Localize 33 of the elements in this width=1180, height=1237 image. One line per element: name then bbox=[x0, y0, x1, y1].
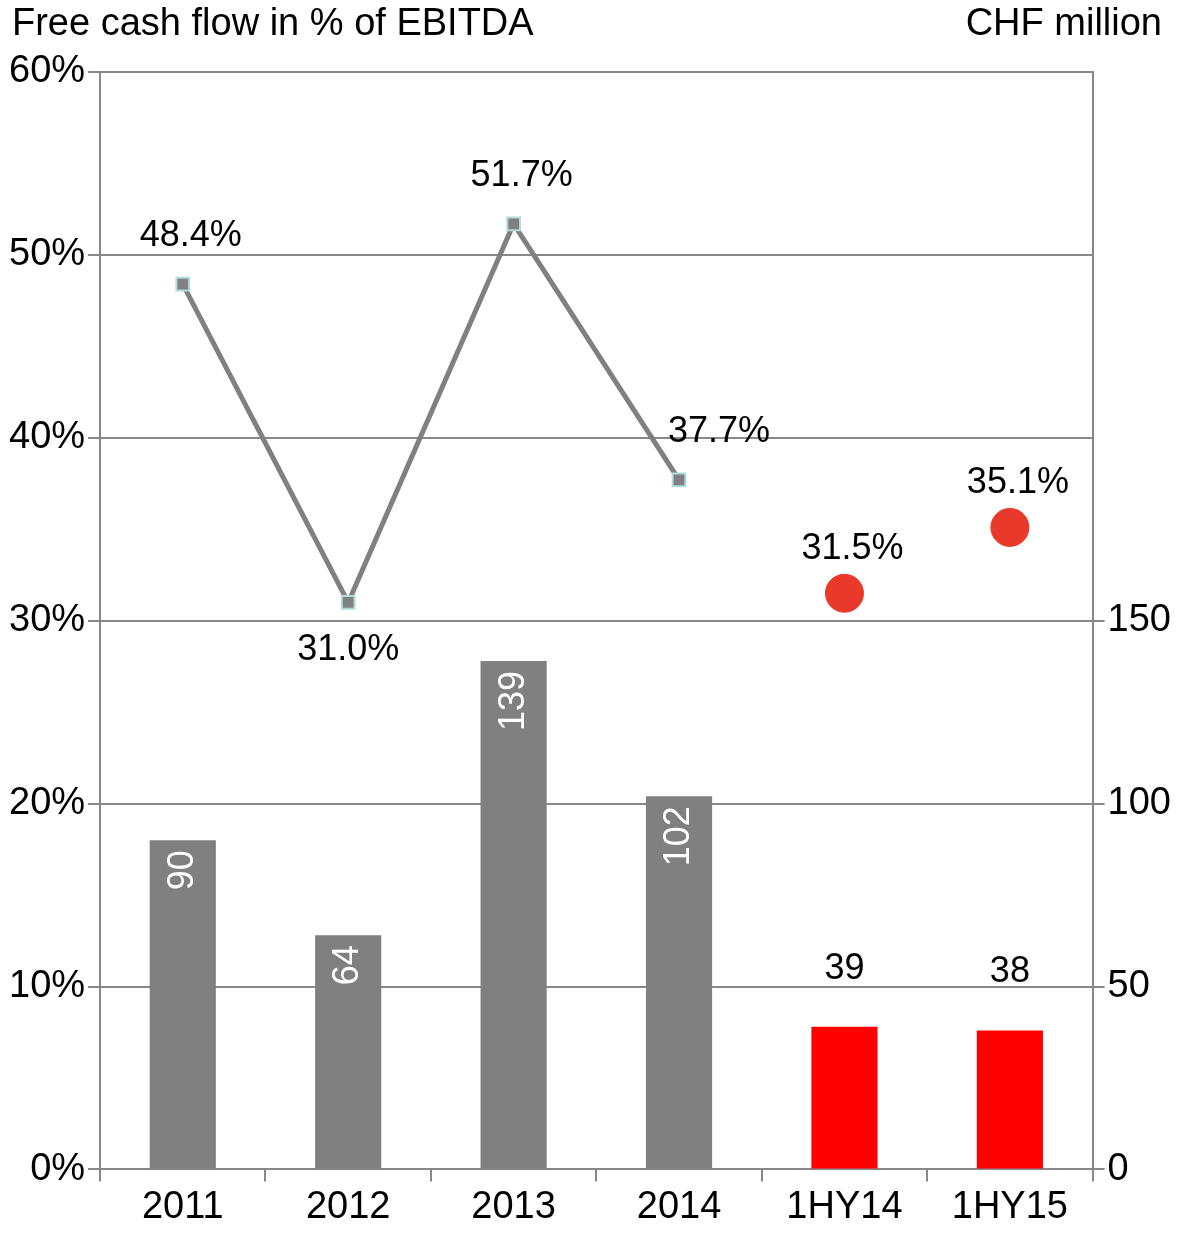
bar bbox=[811, 1026, 878, 1169]
data-label: 37.7% bbox=[668, 408, 771, 450]
y-axis-title: Free cash flow in % of EBITDA bbox=[12, 1, 535, 44]
x-tick-label: 2014 bbox=[636, 1183, 722, 1226]
y-tick-label: 0% bbox=[30, 1145, 86, 1188]
y2-axis-title: CHF million bbox=[965, 1, 1162, 44]
data-label: 48.4% bbox=[139, 213, 242, 255]
y2-tick-label: 150 bbox=[1107, 597, 1171, 640]
x-tick-label: 2013 bbox=[471, 1183, 556, 1226]
y-tick-label: 10% bbox=[8, 962, 86, 1005]
data-label: 102 bbox=[655, 806, 697, 867]
y-tick-label: 40% bbox=[8, 414, 86, 457]
y-tick-label: 20% bbox=[8, 780, 86, 823]
y-tick-label: 60% bbox=[8, 48, 86, 91]
data-label: 35.1% bbox=[966, 460, 1069, 502]
data-label: 39 bbox=[824, 945, 865, 987]
x-tick-label: 1HY14 bbox=[786, 1183, 903, 1226]
y-tick-label: 30% bbox=[8, 597, 86, 640]
data-label: 38 bbox=[989, 949, 1030, 991]
x-tick-label: 2012 bbox=[305, 1183, 391, 1226]
data-label: 64 bbox=[325, 945, 367, 986]
data-label: 31.0% bbox=[297, 627, 400, 669]
data-label: 51.7% bbox=[470, 152, 573, 194]
data-label: 90 bbox=[159, 850, 201, 891]
bar bbox=[976, 1030, 1043, 1169]
y2-tick-label: 50 bbox=[1107, 962, 1150, 1005]
x-tick-label: 2011 bbox=[141, 1183, 224, 1226]
y2-tick-label: 100 bbox=[1107, 780, 1171, 823]
y2-tick-label: 0 bbox=[1107, 1145, 1129, 1188]
data-label: 139 bbox=[490, 670, 532, 732]
data-label: 31.5% bbox=[801, 526, 904, 568]
y-tick-label: 50% bbox=[8, 231, 86, 274]
x-tick-label: 1HY15 bbox=[951, 1183, 1068, 1226]
